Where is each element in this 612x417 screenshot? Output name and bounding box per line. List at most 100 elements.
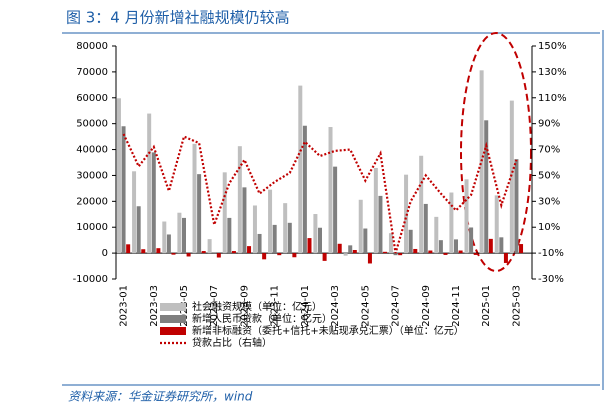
bar	[283, 203, 288, 254]
bar	[423, 203, 428, 254]
y-tick-label: 80000	[76, 41, 108, 52]
bar	[509, 100, 514, 254]
highlight-ellipse	[460, 32, 532, 272]
bar	[207, 239, 212, 254]
bar	[231, 251, 236, 254]
y2-tick-label: 150%	[538, 41, 567, 52]
bar	[514, 159, 519, 254]
bar	[186, 253, 191, 257]
bar	[318, 227, 322, 254]
chart-title: 图 3：4 月份新增社融规模仍较高	[66, 9, 290, 27]
bar	[132, 171, 137, 254]
bar	[171, 253, 176, 255]
bar	[398, 253, 403, 256]
bar	[162, 221, 167, 254]
bar	[216, 253, 221, 258]
bar	[268, 189, 273, 254]
bar	[313, 214, 318, 254]
x-tick-label: 2024-07	[391, 285, 402, 327]
y2-tick-label: 30%	[538, 196, 560, 207]
legend-swatch	[160, 303, 186, 311]
x-tick-label: 2024-09	[421, 285, 432, 327]
bar	[237, 146, 242, 254]
y2-tick-label: 110%	[538, 93, 567, 104]
bar	[343, 253, 348, 256]
y-tick-label: -10000	[73, 274, 108, 285]
bar	[116, 98, 121, 254]
bar	[272, 224, 277, 254]
y2-tick-label: 50%	[538, 170, 560, 181]
bar	[192, 143, 197, 254]
bar	[449, 192, 454, 254]
x-tick-label: 2024-11	[451, 285, 462, 327]
y2-tick-label: 90%	[538, 119, 560, 130]
bar	[337, 243, 342, 254]
bar	[121, 126, 126, 254]
bar	[408, 229, 413, 254]
bar	[177, 212, 182, 254]
bar	[464, 179, 469, 254]
x-tick-label: 2023-11	[270, 285, 281, 327]
y2-tick-label: 10%	[538, 222, 560, 233]
bar	[156, 248, 161, 254]
bar	[499, 237, 504, 254]
y-tick-label: 30000	[76, 170, 108, 181]
bar	[378, 195, 383, 254]
bar	[328, 127, 333, 254]
bar	[434, 216, 439, 254]
y2-tick-label: 70%	[538, 145, 560, 156]
line	[122, 133, 518, 254]
y-tick-label: 50000	[76, 119, 108, 130]
bar	[242, 187, 247, 254]
bar	[383, 251, 388, 254]
bar	[373, 167, 378, 254]
y-tick-label: 60000	[76, 93, 108, 104]
bar	[363, 228, 368, 254]
bar	[262, 253, 267, 260]
x-tick-label: 2023-03	[149, 285, 160, 327]
bar	[302, 125, 307, 254]
bar	[484, 120, 489, 254]
y2-tick-label: -10%	[538, 248, 564, 259]
bar	[247, 246, 252, 254]
bar	[277, 253, 282, 256]
bar	[166, 234, 171, 254]
bar	[469, 227, 474, 254]
bar	[322, 253, 327, 261]
x-tick-label: 2023-07	[209, 285, 220, 327]
bar	[358, 199, 363, 254]
bar	[479, 70, 484, 254]
source: 资料来源：华金证券研究所，wind	[68, 390, 253, 404]
x-tick-label: 2025-01	[481, 285, 492, 327]
x-tick-label: 2024-01	[300, 285, 311, 327]
bar	[212, 252, 217, 254]
bar	[126, 244, 131, 254]
x-tick-label: 2025-03	[511, 285, 522, 327]
legend-swatch	[160, 327, 186, 335]
bar	[298, 85, 303, 254]
bar	[473, 253, 478, 255]
y2-tick-label: 130%	[538, 67, 567, 78]
bar	[227, 217, 232, 254]
bar	[438, 240, 443, 254]
bar	[151, 152, 156, 254]
bar	[393, 253, 398, 256]
legend-swatch	[160, 315, 186, 323]
x-tick-label: 2023-09	[239, 285, 250, 327]
y-tick-label: 40000	[76, 145, 108, 156]
bar	[197, 174, 202, 254]
legend-label: 社会融资规模（单位：亿元）	[192, 300, 322, 313]
bar	[141, 249, 146, 254]
bar	[428, 250, 433, 254]
bar	[503, 253, 508, 263]
bar	[352, 250, 357, 254]
bar	[458, 250, 463, 254]
x-tick-label: 2024-05	[360, 285, 371, 327]
y2-tick-label: -30%	[538, 274, 564, 285]
bar	[136, 206, 141, 254]
x-tick-label: 2023-01	[119, 285, 130, 327]
bar	[519, 244, 524, 254]
bar	[494, 195, 499, 254]
bar	[257, 233, 262, 254]
y-tick-label: 20000	[76, 196, 108, 207]
